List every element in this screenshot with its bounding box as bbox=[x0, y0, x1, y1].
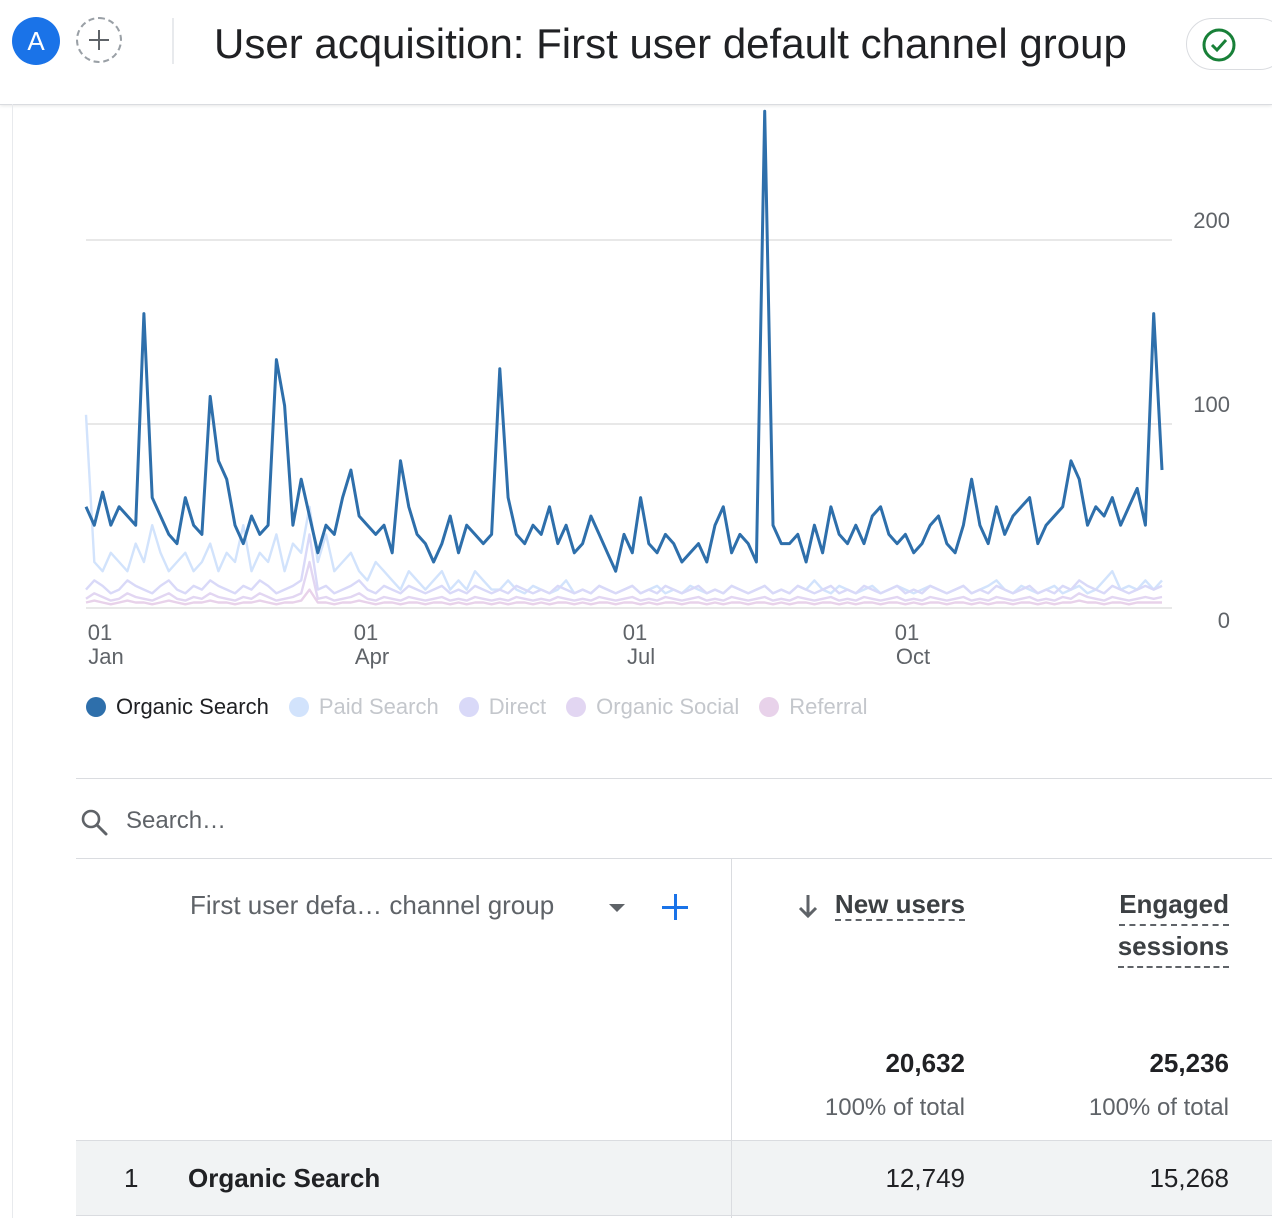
legend-swatch bbox=[759, 697, 780, 717]
engaged-sessions-column-header[interactable]: Engaged sessions bbox=[1029, 884, 1229, 968]
engaged-sessions-header-line1: Engaged bbox=[1119, 884, 1229, 926]
engaged-sessions-total-percent: 100% of total bbox=[1088, 1094, 1229, 1121]
x-tick-month: Apr bbox=[355, 644, 389, 669]
chart-series bbox=[84, 109, 1164, 606]
x-tick-month: Oct bbox=[896, 644, 930, 669]
legend-item-organic-search[interactable]: Organic Search bbox=[86, 694, 269, 720]
x-tick-day: 01 bbox=[354, 620, 378, 645]
x-tick-day: 01 bbox=[623, 620, 647, 645]
page-title: User acquisition: First user default cha… bbox=[214, 20, 1127, 67]
legend-swatch bbox=[566, 697, 587, 717]
account-avatar[interactable]: A bbox=[12, 17, 60, 65]
y-axis-ticks: 0 100 200 bbox=[1193, 208, 1230, 633]
avatar-letter: A bbox=[27, 26, 45, 56]
dimension-column-header[interactable]: First user defa… channel group bbox=[190, 890, 555, 920]
row-index: 1 bbox=[124, 1163, 139, 1193]
report-header: A User acquisition: First user default c… bbox=[0, 0, 1272, 105]
legend-item-paid-search[interactable]: Paid Search bbox=[288, 694, 439, 720]
chart-legend: Organic Search Paid Search Direct Organic S… bbox=[86, 694, 888, 728]
series-line-paid-search bbox=[84, 414, 1163, 595]
table-search-input[interactable] bbox=[126, 800, 626, 842]
series-line-organic-social bbox=[85, 560, 1163, 602]
y-tick-label: 100 bbox=[1193, 392, 1230, 417]
new-users-header-label: New users bbox=[834, 889, 965, 921]
row-new-users: 12,749 bbox=[885, 1163, 965, 1193]
check-circle-icon bbox=[1202, 28, 1236, 62]
table-top-divider bbox=[76, 858, 1272, 859]
series-line-direct bbox=[85, 533, 1163, 595]
x-tick-day: 01 bbox=[88, 620, 112, 645]
x-tick-day: 01 bbox=[895, 620, 919, 645]
left-panel-border bbox=[12, 104, 13, 1218]
x-tick-month: Jul bbox=[627, 644, 655, 669]
legend-swatch bbox=[86, 697, 106, 717]
row-channel-name[interactable]: Organic Search bbox=[188, 1163, 381, 1193]
y-tick-label: 0 bbox=[1218, 608, 1230, 633]
dimension-column-divider bbox=[731, 859, 732, 1218]
search-icon bbox=[81, 809, 108, 836]
legend-label: Direct bbox=[488, 694, 547, 719]
y-tick-label: 200 bbox=[1193, 208, 1230, 233]
legend-label: Organic Social bbox=[596, 694, 740, 719]
arrow-down-icon[interactable] bbox=[796, 892, 820, 920]
chart-grid bbox=[86, 239, 1172, 609]
engaged-sessions-total: 25,236 bbox=[1149, 1048, 1229, 1078]
legend-label: Referral bbox=[789, 694, 868, 719]
x-tick-month: Jan bbox=[88, 644, 123, 669]
new-users-total: 20,632 bbox=[885, 1048, 965, 1078]
series-line-organic-search bbox=[84, 109, 1164, 573]
engaged-sessions-header-line2: sessions bbox=[1117, 926, 1229, 968]
section-divider bbox=[76, 778, 1272, 779]
add-comparison-button[interactable] bbox=[76, 17, 122, 63]
table-row[interactable]: 1 Organic Search 12,749 15,268 bbox=[76, 1140, 1272, 1216]
header-divider bbox=[172, 18, 174, 64]
chevron-down-icon[interactable] bbox=[609, 904, 625, 912]
series-line-referral bbox=[85, 588, 1162, 606]
data-quality-status-button[interactable] bbox=[1186, 18, 1272, 70]
new-users-column-header[interactable]: New users bbox=[834, 884, 965, 924]
plus-icon-stem bbox=[98, 30, 100, 50]
legend-item-organic-social[interactable]: Organic Social bbox=[566, 694, 739, 720]
legend-item-direct[interactable]: Direct bbox=[458, 694, 547, 720]
legend-swatch bbox=[288, 697, 309, 717]
row-engaged-sessions: 15,268 bbox=[1149, 1163, 1229, 1193]
plus-icon-stem bbox=[674, 894, 677, 920]
legend-item-referral[interactable]: Referral bbox=[759, 694, 868, 720]
legend-label: Paid Search bbox=[318, 694, 439, 719]
row-column-divider bbox=[731, 1141, 732, 1215]
legend-label: Organic Search bbox=[116, 694, 269, 719]
legend-swatch bbox=[458, 697, 479, 717]
add-secondary-dimension-button[interactable] bbox=[662, 894, 688, 920]
new-users-total-percent: 100% of total bbox=[824, 1094, 965, 1121]
